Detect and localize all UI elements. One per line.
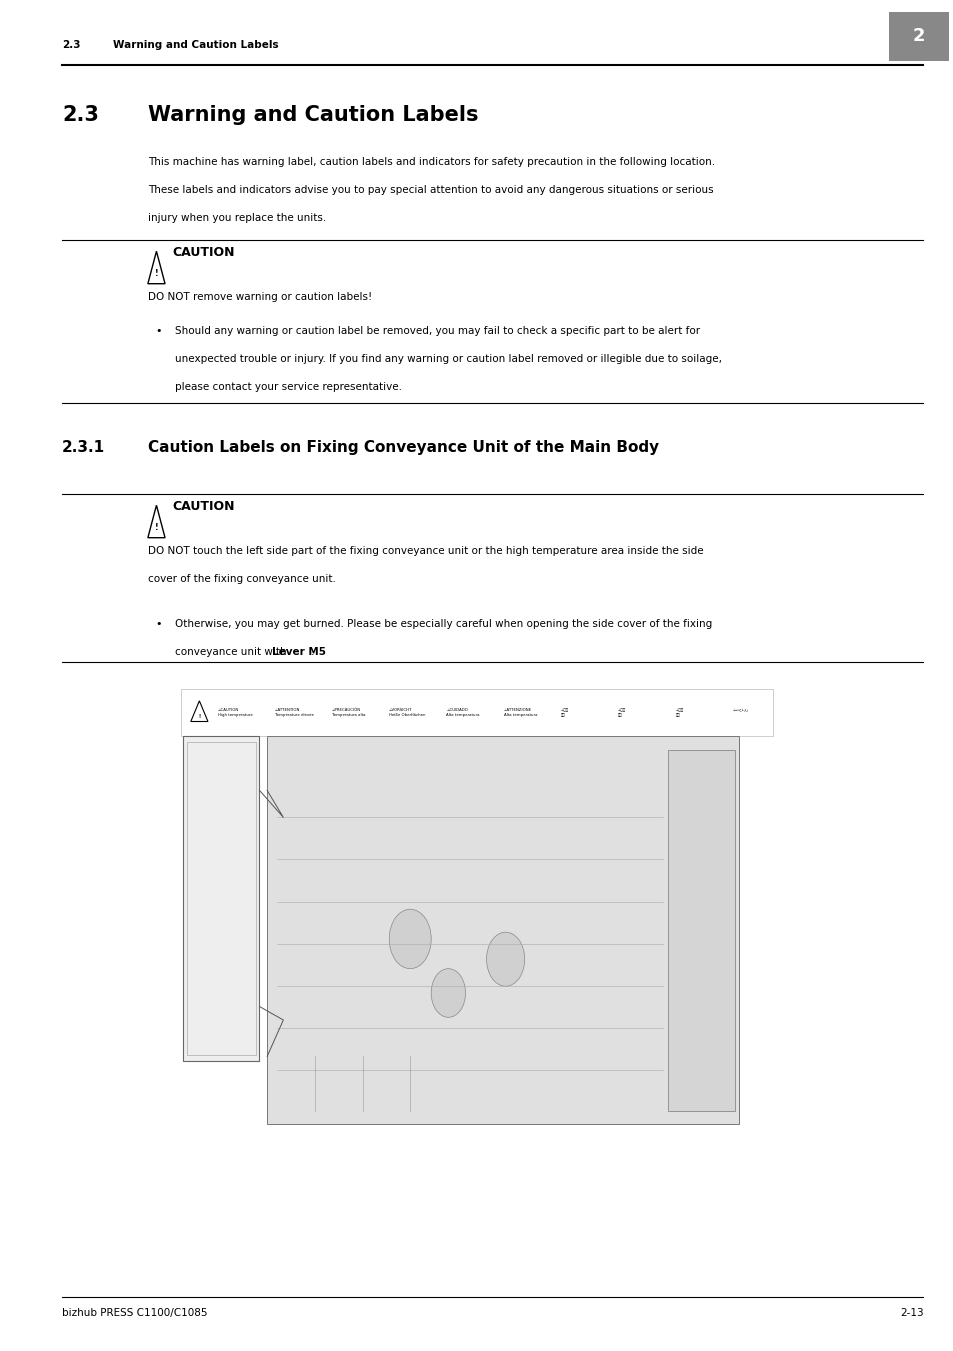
- Text: 2.3: 2.3: [62, 105, 99, 126]
- FancyBboxPatch shape: [181, 689, 772, 736]
- Text: please contact your service representative.: please contact your service representati…: [174, 382, 401, 392]
- FancyBboxPatch shape: [183, 736, 259, 1061]
- Text: CAUTION: CAUTION: [172, 500, 235, 513]
- Text: 2: 2: [912, 27, 924, 46]
- Text: Lever M5: Lever M5: [272, 647, 325, 657]
- FancyBboxPatch shape: [667, 750, 734, 1111]
- Text: unexpected trouble or injury. If you find any warning or caution label removed o: unexpected trouble or injury. If you fin…: [174, 354, 720, 363]
- Text: bizhub PRESS C1100/C1085: bizhub PRESS C1100/C1085: [62, 1308, 208, 1317]
- Text: ⚠تحذير: ⚠تحذير: [732, 708, 748, 717]
- Polygon shape: [191, 701, 208, 721]
- Text: ⚠小心
高温: ⚠小心 高温: [618, 708, 626, 717]
- Text: Warning and Caution Labels: Warning and Caution Labels: [112, 39, 278, 50]
- Text: •: •: [155, 326, 162, 335]
- Text: conveyance unit with: conveyance unit with: [174, 647, 289, 657]
- Text: !: !: [154, 523, 158, 532]
- FancyBboxPatch shape: [267, 736, 739, 1124]
- Text: .: .: [311, 647, 314, 657]
- Text: injury when you replace the units.: injury when you replace the units.: [148, 213, 326, 223]
- Circle shape: [431, 969, 465, 1017]
- Text: !: !: [154, 269, 158, 278]
- Text: ⚠CAUTION
High temperature: ⚠CAUTION High temperature: [217, 708, 252, 717]
- Text: CAUTION: CAUTION: [172, 246, 235, 259]
- Text: ⚠주의
고온: ⚠주의 고온: [675, 708, 683, 717]
- Text: These labels and indicators advise you to pay special attention to avoid any dan: These labels and indicators advise you t…: [148, 185, 713, 195]
- Text: DO NOT touch the left side part of the fixing conveyance unit or the high temper: DO NOT touch the left side part of the f…: [148, 546, 702, 555]
- Text: ⚠ATTENZIONE
Alta temperatura: ⚠ATTENZIONE Alta temperatura: [503, 708, 537, 717]
- Text: !: !: [198, 713, 200, 719]
- Text: Otherwise, you may get burned. Please be especially careful when opening the sid: Otherwise, you may get burned. Please be…: [174, 619, 711, 628]
- Text: ⚠CUIDADO
Alta temperatura: ⚠CUIDADO Alta temperatura: [446, 708, 479, 717]
- Text: ⚠注意
高温: ⚠注意 高温: [560, 708, 569, 717]
- Text: ⚠PRECAUCIÓN
Temperatura alta: ⚠PRECAUCIÓN Temperatura alta: [332, 708, 365, 717]
- Text: DO NOT remove warning or caution labels!: DO NOT remove warning or caution labels!: [148, 292, 372, 301]
- Text: ⚠VORSICHT
Heiße Oberflächen: ⚠VORSICHT Heiße Oberflächen: [389, 708, 425, 717]
- Text: •: •: [155, 619, 162, 628]
- Text: Should any warning or caution label be removed, you may fail to check a specific: Should any warning or caution label be r…: [174, 326, 699, 335]
- Text: 2.3: 2.3: [62, 39, 80, 50]
- Text: Warning and Caution Labels: Warning and Caution Labels: [148, 105, 477, 126]
- Text: ⚠ATTENTION
Température élevée: ⚠ATTENTION Température élevée: [274, 708, 314, 717]
- Circle shape: [389, 909, 431, 969]
- FancyBboxPatch shape: [888, 12, 948, 61]
- Text: 2.3.1: 2.3.1: [62, 440, 105, 455]
- Circle shape: [486, 932, 524, 986]
- Text: Caution Labels on Fixing Conveyance Unit of the Main Body: Caution Labels on Fixing Conveyance Unit…: [148, 440, 659, 455]
- Text: cover of the fixing conveyance unit.: cover of the fixing conveyance unit.: [148, 574, 335, 584]
- Text: This machine has warning label, caution labels and indicators for safety precaut: This machine has warning label, caution …: [148, 157, 714, 166]
- Text: 2-13: 2-13: [899, 1308, 923, 1317]
